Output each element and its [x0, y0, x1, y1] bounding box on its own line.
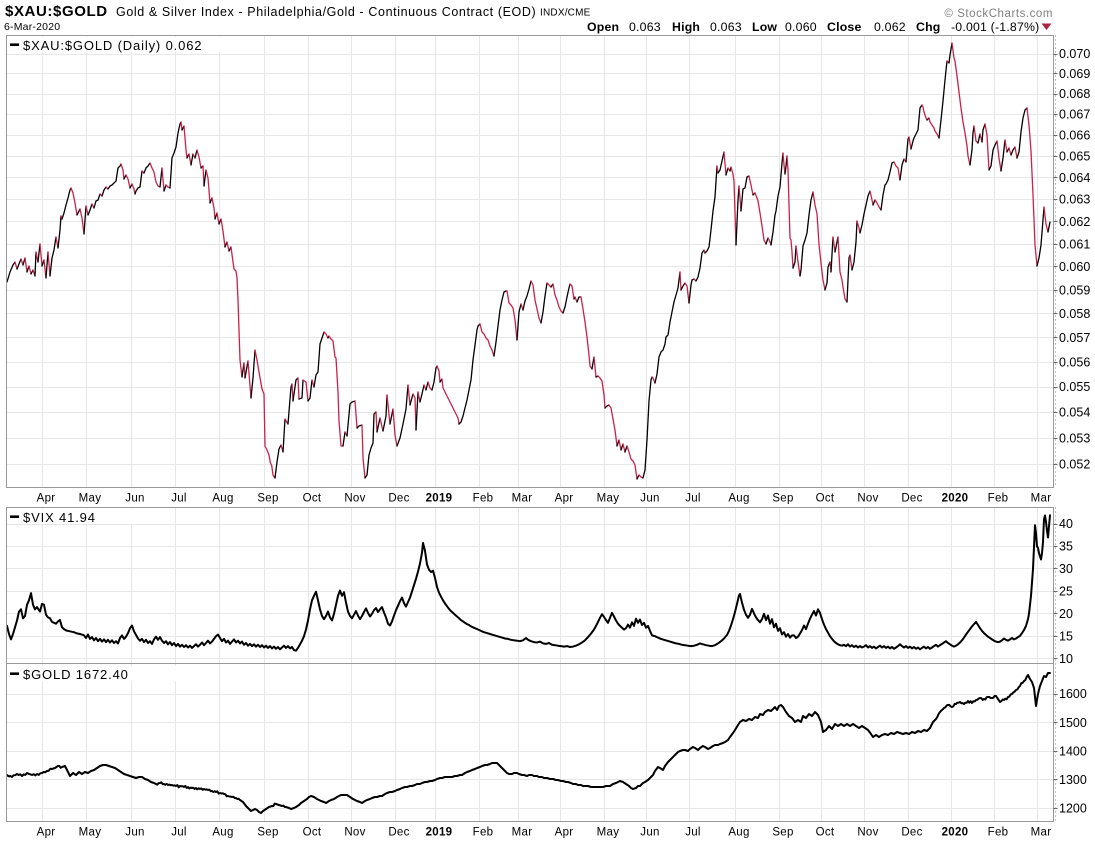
svg-text:Sep: Sep	[772, 827, 793, 839]
svg-text:0.069: 0.069	[1059, 67, 1090, 81]
svg-text:10: 10	[1059, 652, 1073, 666]
svg-text:Jul: Jul	[171, 827, 187, 839]
svg-text:15: 15	[1059, 630, 1073, 644]
svg-text:2020: 2020	[942, 493, 969, 505]
svg-text:25: 25	[1059, 585, 1073, 599]
svg-text:0.063: 0.063	[629, 20, 661, 34]
svg-text:Jun: Jun	[125, 493, 144, 505]
svg-text:Open: Open	[587, 20, 619, 34]
svg-text:Aug: Aug	[212, 493, 233, 505]
svg-text:0.063: 0.063	[710, 20, 742, 34]
svg-text:40: 40	[1059, 517, 1073, 531]
svg-text:Apr: Apr	[37, 493, 56, 505]
svg-text:Sep: Sep	[257, 493, 278, 505]
svg-text:Mar: Mar	[1031, 827, 1052, 839]
svg-text:Mar: Mar	[1031, 493, 1052, 505]
svg-text:0.056: 0.056	[1059, 355, 1090, 369]
svg-text:Sep: Sep	[772, 493, 793, 505]
svg-text:0.058: 0.058	[1059, 307, 1090, 321]
svg-text:0.055: 0.055	[1059, 380, 1090, 394]
svg-text:1600: 1600	[1059, 687, 1087, 701]
svg-text:0.070: 0.070	[1059, 47, 1090, 61]
svg-text:0.060: 0.060	[785, 20, 817, 34]
svg-text:-0.001 (-1.87%): -0.001 (-1.87%)	[951, 20, 1039, 34]
svg-text:Dec: Dec	[388, 493, 409, 505]
svg-text:Aug: Aug	[728, 827, 749, 839]
svg-text:Aug: Aug	[212, 827, 233, 839]
svg-text:Chg: Chg	[916, 20, 941, 34]
svg-text:Mar: Mar	[512, 493, 533, 505]
svg-text:0.053: 0.053	[1059, 431, 1090, 445]
svg-text:$GOLD 1672.40: $GOLD 1672.40	[23, 667, 129, 682]
svg-text:Jul: Jul	[685, 493, 701, 505]
svg-text:Mar: Mar	[512, 827, 533, 839]
svg-text:Jun: Jun	[640, 827, 659, 839]
svg-text:0.054: 0.054	[1059, 406, 1090, 420]
svg-text:Low: Low	[752, 20, 777, 34]
svg-text:0.057: 0.057	[1059, 331, 1090, 345]
svg-text:Close: Close	[827, 20, 862, 34]
svg-text:Feb: Feb	[988, 493, 1009, 505]
svg-text:0.066: 0.066	[1059, 129, 1090, 143]
svg-text:2020: 2020	[942, 827, 969, 839]
svg-text:Oct: Oct	[816, 827, 835, 839]
svg-text:May: May	[597, 493, 620, 505]
svg-text:Jun: Jun	[125, 827, 144, 839]
svg-text:0.059: 0.059	[1059, 283, 1090, 297]
svg-text:1300: 1300	[1059, 773, 1087, 787]
svg-text:Dec: Dec	[901, 493, 922, 505]
svg-text:2019: 2019	[426, 827, 453, 839]
svg-text:0.062: 0.062	[874, 20, 906, 34]
svg-text:May: May	[79, 493, 102, 505]
svg-text:1500: 1500	[1059, 716, 1087, 730]
svg-text:6-Mar-2020: 6-Mar-2020	[4, 21, 60, 33]
svg-text:1200: 1200	[1059, 802, 1087, 816]
svg-text:0.065: 0.065	[1059, 150, 1090, 164]
svg-text:High: High	[672, 20, 700, 34]
svg-text:May: May	[597, 827, 620, 839]
svg-text:Nov: Nov	[344, 827, 365, 839]
svg-text:2019: 2019	[426, 493, 453, 505]
svg-text:Nov: Nov	[344, 493, 365, 505]
svg-text:0.063: 0.063	[1059, 193, 1090, 207]
svg-text:0.052: 0.052	[1059, 458, 1090, 472]
svg-text:INDX/CME: INDX/CME	[540, 8, 591, 19]
svg-text:Feb: Feb	[988, 827, 1009, 839]
svg-text:$XAU:$GOLD (Daily) 0.062: $XAU:$GOLD (Daily) 0.062	[23, 38, 202, 53]
svg-text:Jul: Jul	[685, 827, 701, 839]
svg-text:30: 30	[1059, 562, 1073, 576]
svg-text:0.060: 0.060	[1059, 260, 1090, 274]
svg-text:Apr: Apr	[37, 827, 56, 839]
svg-text:0.061: 0.061	[1059, 237, 1090, 251]
svg-text:0.067: 0.067	[1059, 108, 1090, 122]
svg-text:Apr: Apr	[555, 493, 574, 505]
svg-text:$XAU:$GOLD: $XAU:$GOLD	[5, 3, 108, 20]
svg-text:$VIX 41.94: $VIX 41.94	[23, 510, 96, 525]
svg-text:Oct: Oct	[816, 493, 835, 505]
svg-text:Gold & Silver Index - Philadel: Gold & Silver Index - Philadelphia/Gold …	[116, 5, 536, 19]
svg-text:© StockCharts.com: © StockCharts.com	[944, 8, 1053, 20]
svg-text:Aug: Aug	[728, 493, 749, 505]
svg-text:0.062: 0.062	[1059, 215, 1090, 229]
svg-text:20: 20	[1059, 607, 1073, 621]
svg-text:Dec: Dec	[388, 827, 409, 839]
svg-text:May: May	[79, 827, 102, 839]
svg-text:Apr: Apr	[555, 827, 574, 839]
svg-text:Sep: Sep	[257, 827, 278, 839]
svg-text:Dec: Dec	[901, 827, 922, 839]
svg-text:Jun: Jun	[640, 493, 659, 505]
svg-text:Nov: Nov	[857, 493, 878, 505]
svg-text:Oct: Oct	[303, 493, 322, 505]
svg-text:1400: 1400	[1059, 744, 1087, 758]
svg-text:Nov: Nov	[857, 827, 878, 839]
svg-text:Feb: Feb	[473, 493, 494, 505]
svg-text:35: 35	[1059, 540, 1073, 554]
svg-text:Feb: Feb	[473, 827, 494, 839]
svg-text:0.068: 0.068	[1059, 87, 1090, 101]
svg-text:Jul: Jul	[171, 493, 187, 505]
svg-text:Oct: Oct	[303, 827, 322, 839]
svg-text:0.064: 0.064	[1059, 171, 1090, 185]
